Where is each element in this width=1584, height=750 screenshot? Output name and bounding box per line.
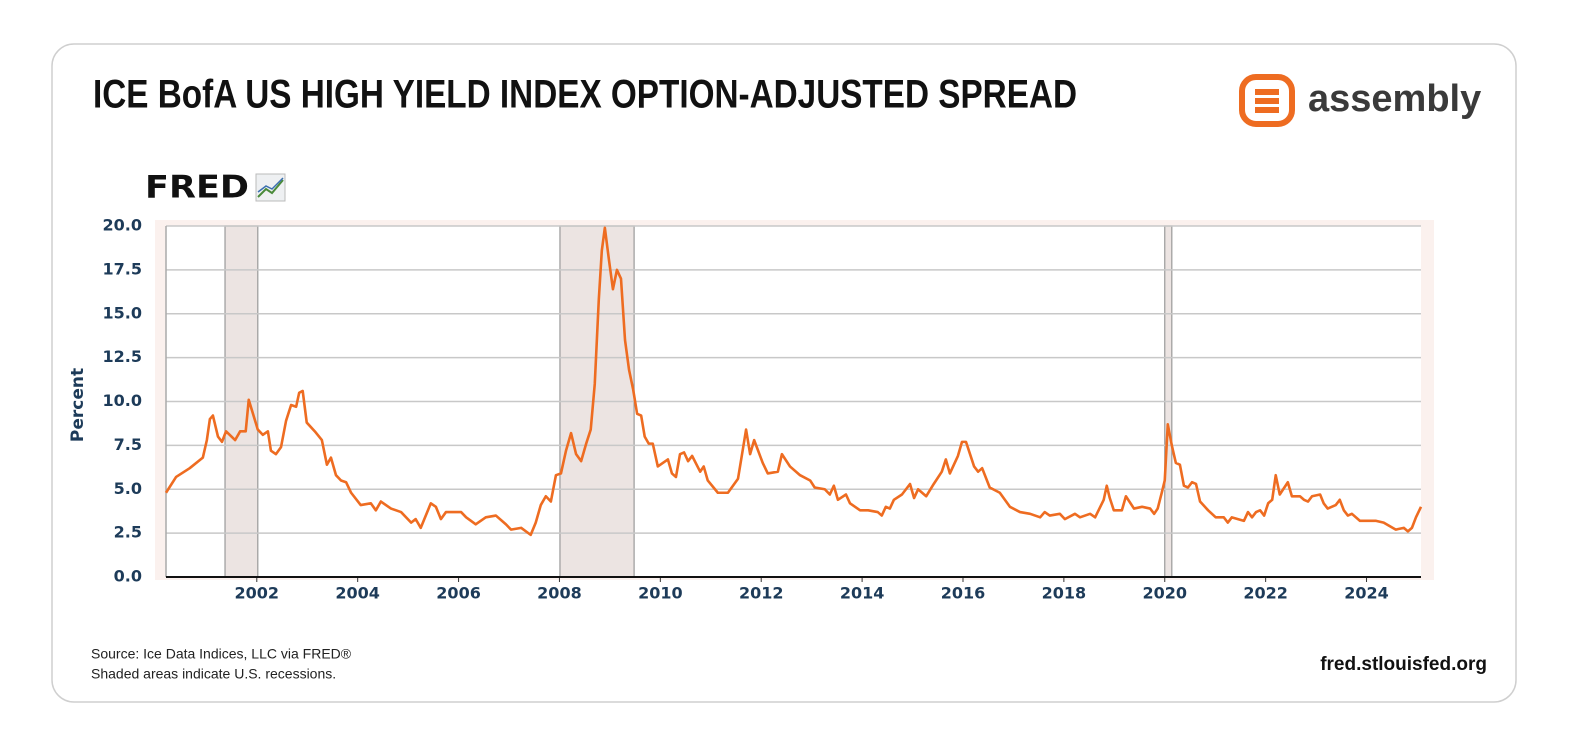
x-tick-label: 2004 <box>335 584 380 603</box>
plot: 0.0 2.5 5.0 7.5 10.0 12.5 15.0 17.5 20.0 2002 2004… <box>103 216 1423 603</box>
x-tick-label: 2016 <box>941 584 986 603</box>
site: fred.stlouisfed.org <box>1320 654 1487 675</box>
x-tick-label: 2006 <box>436 584 481 603</box>
x-tick-label: 2018 <box>1042 584 1087 603</box>
y-tick-label: 10.0 <box>103 391 142 410</box>
y-tick-label: 12.5 <box>103 347 142 366</box>
note: Shaded areas indicate U.S. recessions. <box>91 666 336 682</box>
y-tick-label: 0.0 <box>114 567 142 586</box>
y-tick-label: 5.0 <box>114 479 142 498</box>
fred-logo: FRED <box>145 170 249 206</box>
x-tick-label: 2022 <box>1243 584 1288 603</box>
logo-text: assembly <box>1308 78 1481 120</box>
y-tick-label: 20.0 <box>103 216 142 235</box>
fred-icon <box>255 173 286 202</box>
x-tick-label: 2014 <box>840 584 885 603</box>
x-tick-label: 2012 <box>739 584 784 603</box>
y-tick-label: 15.0 <box>103 303 142 322</box>
x-tick-label: 2008 <box>537 584 582 603</box>
x-tick-label: 2002 <box>235 584 280 603</box>
y-axis-label: Percent <box>68 368 88 442</box>
y-tick-label: 7.5 <box>114 435 142 454</box>
logo-icon <box>1239 74 1295 127</box>
x-tick-label: 2010 <box>638 584 683 603</box>
series-line <box>164 226 1423 537</box>
title: ICE BofA US HIGH YIELD INDEX OPTION-ADJU… <box>93 73 1077 117</box>
y-tick-label: 17.5 <box>103 259 142 278</box>
source: Source: Ice Data Indices, LLC via FRED® <box>91 646 352 662</box>
x-tick-label: 2020 <box>1142 584 1187 603</box>
x-tick-label: 2024 <box>1344 584 1389 603</box>
y-tick-label: 2.5 <box>114 523 142 542</box>
